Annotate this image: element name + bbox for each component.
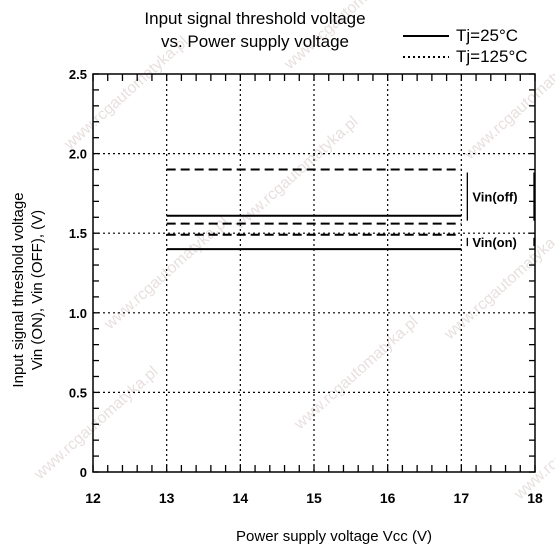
annotation-vin-off: Vin(off) — [472, 190, 517, 205]
y-axis-title: Input signal threshold voltage Vin (ON),… — [10, 192, 46, 387]
x-tick-label: 18 — [527, 490, 543, 506]
legend-label-125c: Tj=125°C — [456, 47, 528, 66]
y-axis-label-line-1: Input signal threshold voltage — [10, 192, 27, 387]
x-tick-label: 16 — [380, 490, 396, 506]
chart-title-line-2: vs. Power supply voltage — [161, 32, 349, 51]
tick-labels: 12 13 14 15 16 17 18 0 0.5 1.0 1.5 2.0 2.5 — [69, 67, 543, 506]
y-tick-label: 0 — [80, 465, 87, 480]
watermark-text: www.rcgautomatyka.pl — [291, 313, 422, 433]
grid — [93, 74, 535, 472]
chart-title-line-1: Input signal threshold voltage — [144, 9, 365, 28]
legend: Tj=25°C Tj=125°C — [403, 26, 528, 66]
x-tick-label: 15 — [306, 490, 322, 506]
series-lines — [166, 168, 462, 251]
watermark-text: www.rcgautomatyka.pl — [31, 363, 162, 483]
axes — [92, 73, 536, 473]
x-tick-label: 14 — [233, 490, 249, 506]
x-tick-label: 13 — [159, 490, 175, 506]
x-tick-label: 17 — [454, 490, 470, 506]
x-tick-label: 12 — [85, 490, 101, 506]
y-tick-label: 2.0 — [69, 147, 87, 162]
y-tick-label: 0.5 — [69, 385, 87, 400]
y-axis-label-line-2: Vin (ON), Vin (OFF), (V) — [29, 210, 46, 370]
annotations: Vin(off) Vin(on) — [466, 172, 535, 250]
y-tick-label: 1.0 — [69, 306, 87, 321]
x-axis-label: Power supply voltage Vcc (V) — [236, 528, 432, 545]
watermark-text: www.rcgautomatyka.pl — [61, 33, 192, 153]
watermark-text: www.rcgautomatyka.pl — [511, 383, 555, 503]
chart-title: Input signal threshold voltage vs. Power… — [144, 9, 365, 51]
legend-label-25c: Tj=25°C — [456, 26, 518, 45]
annotation-vin-on: Vin(on) — [472, 235, 517, 250]
y-tick-label: 2.5 — [69, 67, 87, 82]
y-tick-label: 1.5 — [69, 226, 87, 241]
